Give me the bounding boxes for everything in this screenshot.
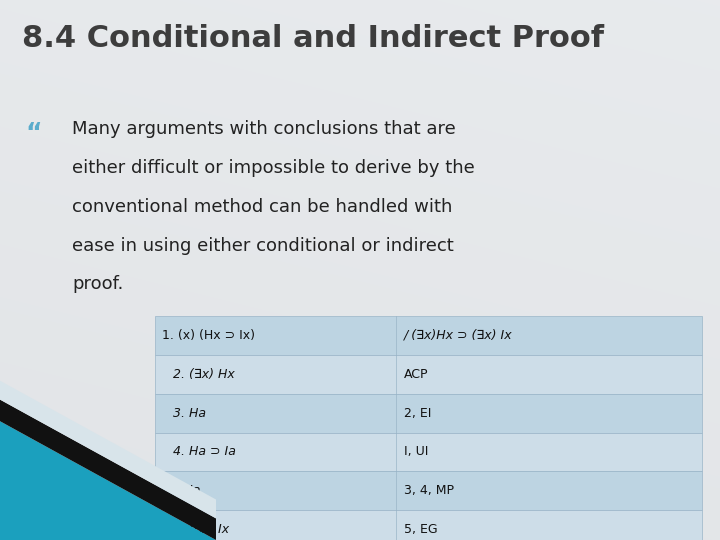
Bar	[155, 471, 702, 510]
Text: 2. (∃x) Hx: 2. (∃x) Hx	[173, 368, 235, 381]
Text: 8.4 Conditional and Indirect Proof: 8.4 Conditional and Indirect Proof	[22, 24, 603, 53]
Text: ease in using either conditional or indirect: ease in using either conditional or indi…	[72, 237, 454, 254]
Bar	[155, 433, 702, 471]
Text: proof.: proof.	[72, 275, 123, 293]
Text: 5. Ia: 5. Ia	[173, 484, 200, 497]
Bar	[155, 316, 702, 355]
Text: I, UI: I, UI	[404, 446, 428, 458]
Text: either difficult or impossible to derive by the: either difficult or impossible to derive…	[72, 159, 474, 177]
Bar	[155, 510, 702, 540]
Text: conventional method can be handled with: conventional method can be handled with	[72, 198, 452, 215]
Text: / (∃x)Hx ⊃ (∃x) Ix: / (∃x)Hx ⊃ (∃x) Ix	[404, 329, 513, 342]
Text: 3, 4, MP: 3, 4, MP	[404, 484, 454, 497]
Text: ACP: ACP	[404, 368, 428, 381]
Text: 4. Ha ⊃ Ia: 4. Ha ⊃ Ia	[173, 446, 235, 458]
Polygon shape	[0, 421, 216, 540]
Bar	[155, 394, 702, 433]
Text: Many arguments with conclusions that are: Many arguments with conclusions that are	[72, 120, 456, 138]
Text: 3. Ha: 3. Ha	[173, 407, 206, 420]
Text: 2, EI: 2, EI	[404, 407, 431, 420]
Text: “: “	[25, 122, 42, 145]
Text: 6. (∃x) Ix: 6. (∃x) Ix	[173, 523, 229, 536]
Text: 1. (x) (Hx ⊃ Ix): 1. (x) (Hx ⊃ Ix)	[162, 329, 255, 342]
Polygon shape	[0, 400, 216, 540]
Text: 5, EG: 5, EG	[404, 523, 438, 536]
Polygon shape	[0, 381, 216, 518]
Bar	[155, 355, 702, 394]
